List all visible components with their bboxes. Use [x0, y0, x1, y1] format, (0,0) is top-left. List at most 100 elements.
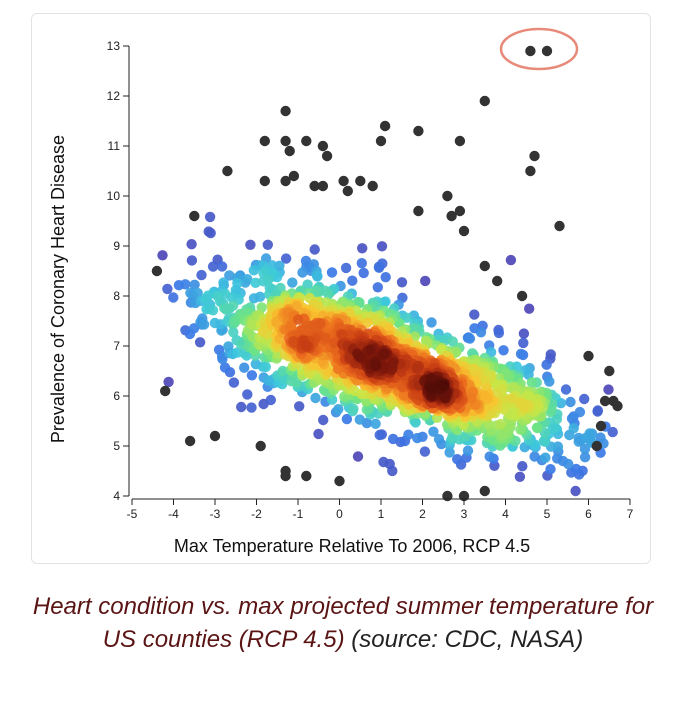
outlier-point	[280, 175, 291, 187]
outlier-point	[413, 205, 424, 217]
data-point	[260, 361, 271, 373]
data-point	[168, 292, 179, 303]
data-point	[376, 241, 388, 252]
data-point	[309, 244, 320, 255]
data-point	[288, 336, 299, 347]
outlier-point	[525, 165, 536, 177]
y-tick-label: 13	[107, 39, 121, 53]
y-tick-label: 9	[113, 239, 120, 253]
data-point	[387, 359, 398, 370]
data-point	[188, 323, 200, 334]
data-point	[186, 239, 197, 250]
data-point	[539, 427, 551, 439]
outlier-point	[301, 135, 312, 147]
outlier-point	[379, 120, 391, 132]
data-point	[420, 275, 431, 287]
y-tick-label: 7	[113, 339, 120, 353]
data-point	[228, 377, 240, 388]
data-point	[257, 326, 269, 337]
data-point	[239, 362, 250, 373]
data-point	[236, 401, 247, 413]
outlier-point	[301, 470, 312, 482]
data-point	[242, 274, 253, 285]
data-point	[352, 451, 364, 462]
data-point	[163, 376, 174, 388]
data-point	[218, 277, 229, 288]
x-tick-label: -4	[168, 507, 179, 521]
outlier-point	[454, 205, 466, 217]
data-point	[438, 379, 449, 391]
data-point	[524, 303, 535, 314]
data-point	[297, 267, 308, 278]
data-point	[263, 274, 274, 285]
x-tick-label: -2	[251, 507, 262, 521]
data-point	[374, 429, 385, 441]
outlier-point	[595, 420, 607, 432]
data-point	[570, 463, 582, 475]
data-point	[371, 360, 382, 371]
outlier-point	[338, 175, 349, 187]
data-point	[250, 277, 261, 288]
data-point	[574, 406, 586, 418]
caption-main: Heart condition vs. max projected summer…	[32, 593, 654, 653]
x-tick-label: 0	[336, 507, 343, 521]
data-point	[570, 485, 581, 497]
data-point	[333, 404, 344, 415]
data-point	[579, 393, 590, 405]
outlier-point	[529, 150, 540, 162]
outlier-point	[541, 45, 553, 57]
data-point	[566, 413, 578, 424]
data-point	[428, 426, 439, 437]
outlier-point	[280, 470, 291, 482]
data-point	[519, 402, 530, 413]
data-point	[347, 275, 358, 286]
data-point	[433, 434, 445, 445]
x-tick-label: 4	[502, 507, 509, 521]
data-point	[180, 279, 191, 290]
data-point	[228, 300, 239, 311]
data-point	[607, 426, 618, 438]
outlier-point	[479, 485, 490, 497]
data-point	[426, 317, 437, 328]
y-tick-label: 5	[113, 439, 120, 453]
data-point	[271, 316, 282, 328]
data-point	[560, 384, 572, 395]
outlier-point	[255, 440, 266, 452]
data-point	[396, 277, 408, 288]
data-point	[603, 384, 614, 395]
data-point	[248, 265, 259, 276]
y-tick-label: 12	[107, 89, 121, 103]
data-point	[370, 418, 381, 429]
data-point	[580, 432, 592, 443]
data-point	[357, 243, 368, 254]
data-point	[372, 282, 383, 293]
data-point	[242, 389, 253, 400]
data-point	[246, 370, 258, 381]
data-point	[380, 272, 391, 283]
data-point	[451, 347, 462, 358]
data-point	[538, 436, 549, 447]
data-point	[493, 327, 505, 339]
data-point	[219, 362, 231, 373]
outlier-point	[284, 145, 295, 157]
data-point	[518, 328, 530, 339]
data-point	[505, 254, 517, 266]
outlier-point	[321, 150, 333, 162]
data-point	[379, 348, 390, 360]
data-point	[277, 365, 288, 377]
data-point	[354, 414, 365, 425]
data-point	[419, 446, 431, 457]
data-point	[245, 239, 256, 250]
data-point	[387, 433, 399, 445]
x-tick-label: 6	[585, 507, 592, 521]
data-point	[247, 319, 258, 330]
outlier-point	[317, 180, 329, 192]
outlier-point	[554, 220, 565, 232]
outlier-point	[259, 135, 270, 147]
data-point	[387, 465, 398, 477]
data-point	[192, 287, 203, 299]
y-tick-label: 8	[113, 289, 120, 303]
data-point	[204, 211, 216, 223]
data-point	[545, 464, 556, 475]
